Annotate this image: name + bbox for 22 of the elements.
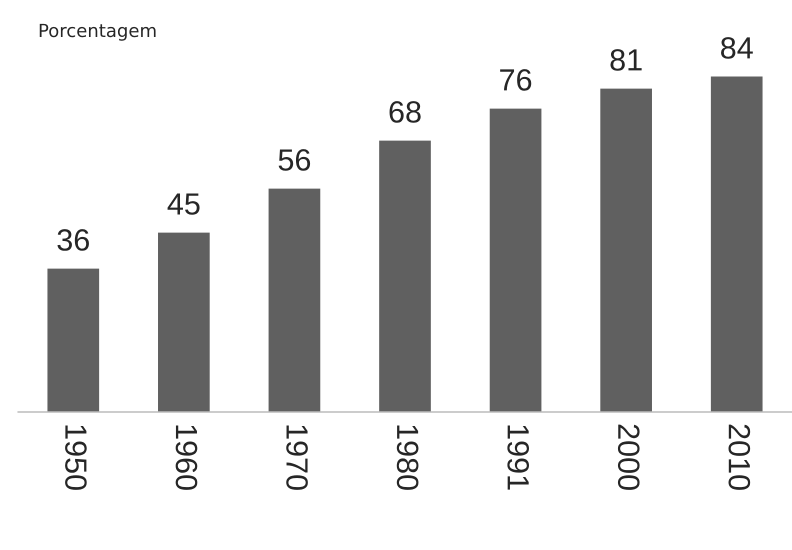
x-tick-label: 1991 <box>507 425 530 490</box>
data-label: 45 <box>168 193 200 215</box>
bar <box>598 87 654 412</box>
bar <box>378 139 432 412</box>
data-label: 81 <box>610 49 642 71</box>
data-label: 68 <box>390 101 421 123</box>
data-label: 76 <box>500 69 532 91</box>
data-label: 84 <box>721 37 753 59</box>
data-label: 36 <box>57 229 89 251</box>
x-tick-label: 2000 <box>618 424 640 490</box>
x-tick-label: 1960 <box>176 425 198 490</box>
x-tick-label: 2010 <box>728 424 750 490</box>
bar <box>709 75 764 412</box>
x-tick-label: 1970 <box>286 425 308 490</box>
bar <box>46 267 101 412</box>
x-tick-label: 1950 <box>65 425 87 490</box>
x-tick-label: 1980 <box>396 425 418 490</box>
bar <box>267 187 322 412</box>
y-axis-title: Porcentagem <box>40 24 156 41</box>
bar <box>156 231 212 412</box>
bar <box>488 107 543 412</box>
data-label: 56 <box>278 149 310 171</box>
